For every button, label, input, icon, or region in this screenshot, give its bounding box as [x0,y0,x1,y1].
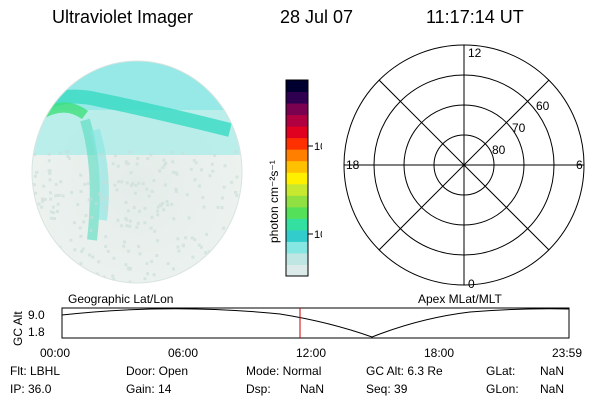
colorbar-segment [286,137,308,150]
flt-label: Flt: LBHL [10,364,61,378]
lat-label-80: 80 [492,143,506,157]
glon-value: NaN [540,382,565,396]
colorbar-tick-10: 10 [314,229,322,241]
orbit-xtick-0000: 00:00 [40,346,70,360]
mlt-label-bottom: 0 [468,277,475,290]
orbit-ytick-9: 9.0 [28,308,45,322]
time-label: 11:17:14 UT [426,7,524,27]
colorbar-segment [286,229,308,242]
lat-label-70: 70 [512,121,526,135]
orbit-xtick-0600: 06:00 [168,346,198,360]
colorbar-segment [286,172,308,185]
instrument-title: Ultraviolet Imager [52,7,194,27]
mlt-label-right: 6 [576,158,583,172]
geographic-label: Geographic Lat/Lon [68,292,174,306]
glat-label: GLat: [486,364,516,378]
colorbar: 100 10 photon cm⁻²s⁻¹ [267,79,322,277]
uv-image [31,60,243,284]
colorbar-unit-label: photon cm⁻²s⁻¹ [267,160,281,243]
dsp-value: NaN [300,382,325,396]
orbit-axis-title: GC Alt [11,311,25,346]
colorbar-segment [286,183,308,196]
orbit-ytick-1-8: 1.8 [28,325,45,339]
colorbar-segment [286,160,308,173]
colorbar-segment [286,91,308,104]
seq-label: Seq: 39 [366,382,408,396]
orbit-frame [61,307,570,339]
colorbar-segment [286,206,308,219]
altitude-curve [61,308,570,338]
polar-diagonal-2 [378,79,550,251]
mlt-label-top: 12 [468,46,482,60]
apex-label: Apex MLat/MLT [418,292,502,306]
orbit-panel: GC Alt 9.0 1.8 00:00 06:00 12:00 18:00 2… [11,307,582,360]
colorbar-segment [286,149,308,162]
mode-label: Mode: Normal [246,364,322,378]
colorbar-segment [286,103,308,116]
colorbar-segment [286,252,308,265]
door-label: Door: Open [126,364,189,378]
orbit-xtick-1200: 12:00 [296,346,326,360]
glat-value: NaN [540,364,565,378]
orbit-xtick-1800: 18:00 [424,346,454,360]
polar-grid: 12 0 18 6 60 70 80 [343,44,585,290]
colorbar-segment [286,218,308,231]
gc-alt-label: GC Alt: 6.3 Re [366,364,443,378]
ip-label: IP: 36.0 [10,382,52,396]
orbit-xtick-2359: 23:59 [552,346,582,360]
colorbar-segment [286,195,308,208]
colorbar-segment [286,241,308,254]
colorbar-segment [286,80,308,93]
mlt-label-left: 18 [346,158,360,172]
colorbar-tick-100: 100 [314,141,322,153]
dsp-label: Dsp: [246,382,271,396]
glon-label: GLon: [486,382,519,396]
colorbar-segment [286,126,308,139]
colorbar-segment [286,264,308,277]
colorbar-segment [286,114,308,127]
lat-label-60: 60 [536,99,550,113]
gain-label: Gain: 14 [126,382,172,396]
colorbar-gradient [286,80,308,277]
date-label: 28 Jul 07 [280,7,354,27]
